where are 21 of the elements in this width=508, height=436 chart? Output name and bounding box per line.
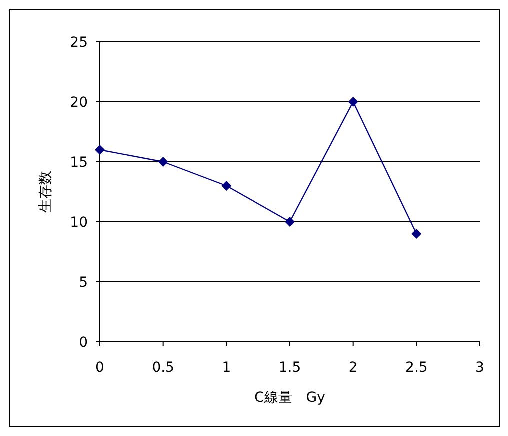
y-tick-label: 0 <box>79 335 88 351</box>
y-tick-label: 15 <box>70 155 88 171</box>
x-tick-label: 2 <box>348 360 358 376</box>
x-tick-label: 2.5 <box>406 360 428 376</box>
y-tick-label: 20 <box>70 95 88 111</box>
x-axis-title: C線量 Gy <box>254 390 326 406</box>
x-tick-label: 0 <box>96 360 104 376</box>
x-tick-label: 1.5 <box>278 360 302 376</box>
x-tick-label: 3 <box>476 360 484 376</box>
y-axis-title: 生存数 <box>38 171 54 213</box>
point <box>95 145 105 155</box>
y-tick-label: 5 <box>79 275 88 291</box>
y-tick-label: 25 <box>70 35 88 51</box>
point <box>285 217 295 227</box>
x-tick-label: 1 <box>222 360 232 376</box>
point <box>222 181 232 191</box>
point <box>348 97 358 107</box>
point <box>158 157 168 167</box>
y-tick-label: 10 <box>70 215 88 231</box>
x-tick-label: 0.5 <box>152 360 174 376</box>
point <box>412 229 422 239</box>
